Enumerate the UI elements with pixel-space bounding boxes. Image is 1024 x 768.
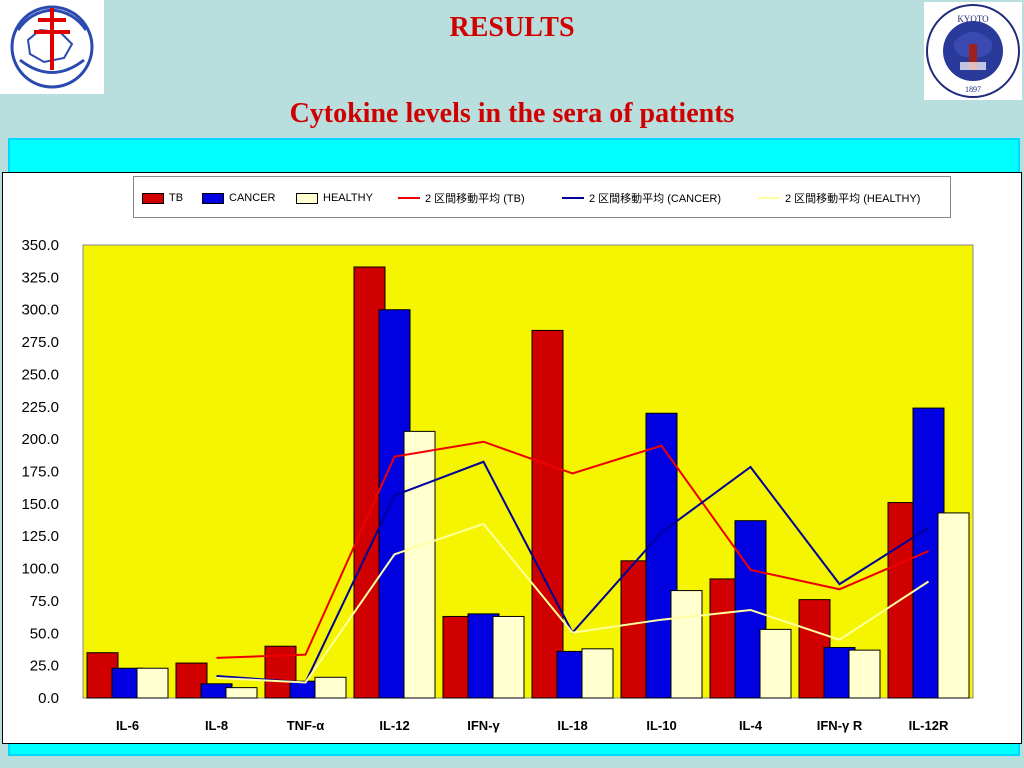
x-category-label: IL-10 [646,718,676,733]
x-category-label: IL-8 [205,718,228,733]
tuberculosis-logo [0,0,104,94]
y-tick-label: 75.0 [30,593,59,610]
legend-line-ma-tb [398,197,420,199]
bar-healthy-9 [937,512,970,699]
y-tick-label: 250.0 [21,366,59,383]
y-tick-label: 100.0 [21,561,59,578]
legend-item-tb: TB [142,191,183,205]
svg-text:1897: 1897 [965,85,981,94]
x-category-label: IFN-γ [467,718,500,733]
plot-area [82,244,974,699]
legend-swatch-tb [142,192,164,204]
y-tick-label: 350.0 [21,237,59,254]
svg-text:KYOTO: KYOTO [957,14,989,24]
y-tick-label: 25.0 [30,658,59,675]
legend-label-healthy: HEALTHY [323,192,373,204]
x-category-label: IFN-γ R [817,718,863,733]
legend-item-ma-healthy: 2 区間移動平均 (HEALTHY) [758,191,920,205]
bar-tb-5 [531,329,564,699]
y-tick-label: 275.0 [21,334,59,351]
y-tick-label: 125.0 [21,528,59,545]
legend-label-tb: TB [169,192,184,204]
legend-swatch-cancer [202,192,224,204]
x-category-label: IL-4 [739,718,763,733]
x-category-label: IL-6 [116,718,139,733]
bar-healthy-3 [403,430,436,699]
bar-healthy-1 [225,687,258,699]
kyoto-university-seal: KYOTO 1897 [924,2,1022,100]
y-tick-label: 200.0 [21,431,59,448]
chart-legend: TB CANCER HEALTHY 2 区間移動平均 (TB) 2 区間移動平均… [133,176,951,218]
legend-item-cancer: CANCER [202,191,275,205]
legend-line-ma-healthy [758,197,780,199]
legend-item-healthy: HEALTHY [296,191,373,205]
y-tick-label: 225.0 [21,399,59,416]
y-tick-label: 0.0 [38,690,59,707]
legend-line-ma-cancer [562,197,584,199]
page-subtitle: Cytokine levels in the sera of patients [289,98,735,129]
x-category-label: IL-12 [379,718,409,733]
legend-swatch-healthy [296,192,318,204]
bar-healthy-0 [136,667,169,699]
y-tick-label: 150.0 [21,496,59,513]
moving-average-line-tb [216,440,929,659]
legend-label-ma-cancer: 2 区間移動平均 (CANCER) [589,193,722,205]
bar-healthy-7 [759,628,792,699]
moving-average-line-healthy [216,522,930,684]
legend-label-cancer: CANCER [229,192,276,204]
y-tick-label: 325.0 [21,269,59,286]
page-title: RESULTS [449,12,575,43]
y-tick-label: 175.0 [21,464,59,481]
x-category-label: TNF-α [287,718,325,733]
bar-healthy-6 [670,590,703,699]
legend-label-ma-healthy: 2 区間移動平均 (HEALTHY) [785,193,921,205]
x-category-label: IL-12R [909,718,949,733]
bar-healthy-8 [848,649,881,699]
legend-item-ma-cancer: 2 区間移動平均 (CANCER) [562,191,721,205]
bar-healthy-5 [581,648,614,699]
x-category-label: IL-18 [557,718,587,733]
y-tick-label: 50.0 [30,625,59,642]
legend-label-ma-tb: 2 区間移動平均 (TB) [425,193,525,205]
y-tick-label: 300.0 [21,302,59,319]
bar-healthy-2 [314,676,347,699]
bar-healthy-4 [492,615,525,699]
legend-item-ma-tb: 2 区間移動平均 (TB) [398,191,525,205]
